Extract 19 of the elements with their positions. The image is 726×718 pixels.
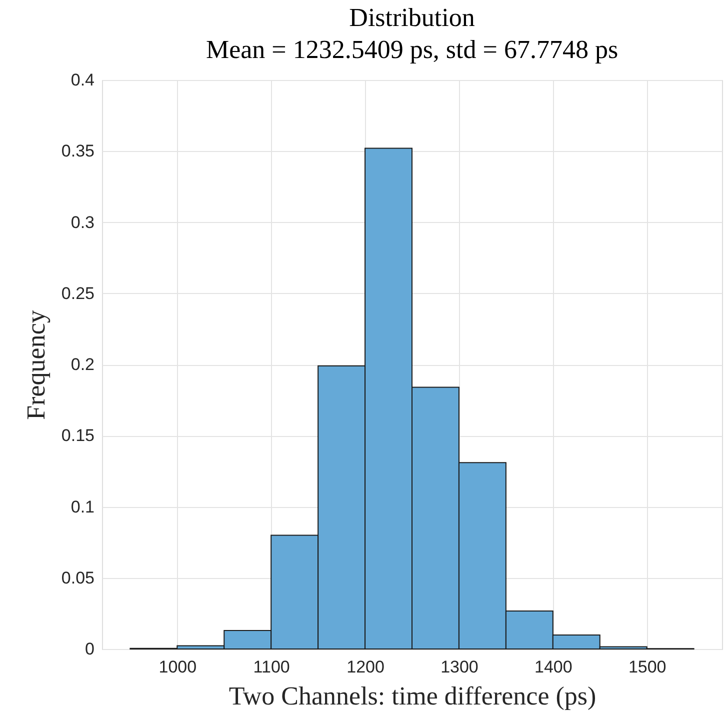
y-tick-label: 0.35 (61, 142, 94, 161)
y-tick-label: 0.15 (61, 426, 94, 446)
x-tick-label: 1100 (253, 658, 290, 676)
y-tick-label: 0.2 (70, 355, 94, 374)
y-tick-label: 0.25 (61, 284, 94, 303)
chart-subtitle: Mean = 1232.5409 ps, std = 67.7748 ps (206, 35, 618, 64)
y-tick-label: 0.4 (70, 70, 94, 90)
x-axis-title: Two Channels: time difference (ps) (228, 682, 596, 710)
x-tick-label: 1500 (628, 658, 666, 676)
x-tick-label: 1400 (534, 658, 572, 676)
y-tick-label: 0.3 (70, 212, 94, 232)
y-axis-title: Frequency (21, 310, 50, 420)
x-tick-label: 1000 (158, 658, 197, 676)
y-tick-label: 0 (85, 640, 94, 658)
y-tick-label: 0.05 (61, 568, 94, 588)
y-tick-label: 0.1 (70, 497, 94, 516)
chart-title: Distribution (349, 3, 475, 32)
x-tick-label: 1300 (440, 658, 478, 676)
x-tick-label: 1200 (346, 658, 384, 676)
